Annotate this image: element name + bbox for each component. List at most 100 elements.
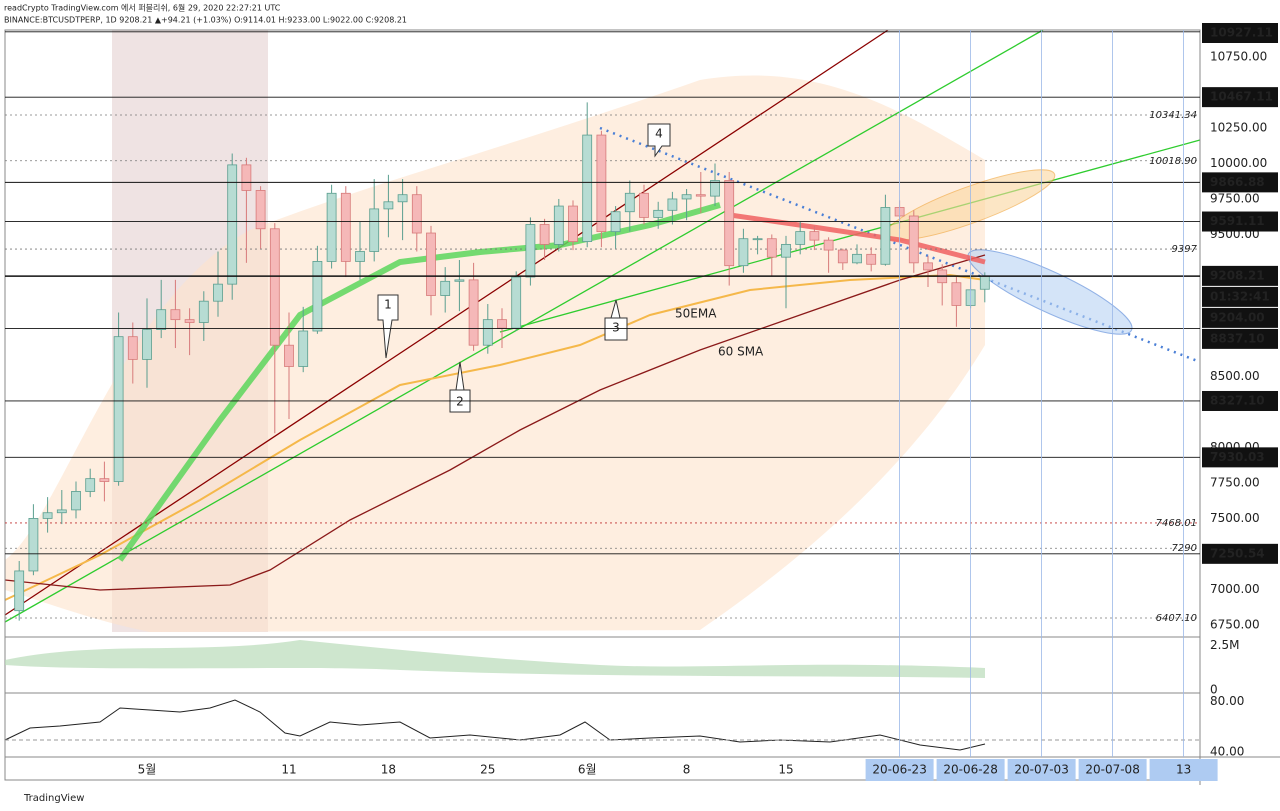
candle-body (255, 190, 266, 230)
price-box (1202, 447, 1278, 468)
candle-body (695, 194, 706, 197)
price-label: 8837.10 (1210, 331, 1265, 345)
rsi-tick-label: 80.00 (1210, 694, 1244, 708)
x-tick-label: 5월 (138, 763, 157, 777)
candle-body (653, 209, 664, 218)
date-box (865, 759, 934, 781)
level-label: 10341.34 (1149, 110, 1197, 121)
y-tick-label: 8500.00 (1210, 369, 1260, 383)
candle-body (738, 238, 749, 267)
date-box (1149, 759, 1218, 781)
candle-body (596, 134, 607, 233)
candle-body (809, 231, 820, 241)
candle-body (823, 239, 834, 251)
x-tick-label: 20-07-03 (1014, 763, 1068, 777)
candle-body (795, 231, 806, 245)
x-tick-label: 13 (1176, 763, 1191, 777)
volume-tick-label: 2.5M (1210, 638, 1239, 652)
candle-body (269, 228, 280, 346)
price-label: 01:32:41 (1210, 289, 1270, 303)
level-label: 10018.90 (1149, 156, 1197, 167)
candle-body (681, 194, 692, 200)
price-label: 9208.21 (1210, 268, 1265, 282)
price-box (1202, 211, 1278, 232)
x-tick-label: 25 (480, 763, 495, 777)
candle-body (582, 134, 593, 242)
annotation: 60 SMA (718, 345, 764, 359)
level-label: 6407.10 (1156, 613, 1197, 624)
candle-body (227, 164, 238, 285)
x-tick-label: 15 (778, 763, 793, 777)
y-tick-label: 10000.00 (1210, 156, 1267, 170)
candle-body (511, 276, 522, 329)
candle-body (71, 491, 81, 511)
candle-body (142, 329, 152, 360)
candle-body (908, 215, 919, 264)
date-box (936, 759, 1005, 781)
candle-body (326, 192, 337, 262)
y-tick-label: 10750.00 (1210, 49, 1267, 63)
candle-body (113, 336, 124, 482)
x-tick-label: 6월 (578, 763, 597, 777)
candle-body (298, 330, 309, 367)
candle-body (724, 180, 735, 267)
candle-body (241, 164, 252, 191)
candle-body (56, 509, 67, 514)
price-label: 9591.11 (1210, 214, 1265, 228)
candle-body (852, 253, 862, 264)
price-label: 9204.00 (1210, 310, 1265, 324)
date-box (1007, 759, 1076, 781)
x-tick-label: 20-06-28 (943, 763, 997, 777)
y-tick-label: 6750.00 (1210, 617, 1260, 631)
candle-body (866, 253, 877, 265)
rsi-line (4, 699, 986, 751)
candle-body (99, 478, 110, 482)
candle-body (639, 192, 649, 218)
candle-body (397, 194, 408, 203)
candle-body (411, 194, 422, 234)
candle-body (525, 224, 536, 278)
price-label: 10467.11 (1210, 90, 1273, 104)
candle-body (482, 319, 493, 346)
price-label: 7250.54 (1210, 546, 1265, 560)
sma-line (4, 254, 986, 591)
date-box (1078, 759, 1147, 781)
x-tick-label: 18 (381, 763, 396, 777)
level-label: 7290 (1172, 543, 1197, 554)
candle-body (170, 309, 181, 321)
candle-body (923, 262, 933, 271)
candle-body (710, 180, 720, 197)
candle-body (624, 192, 635, 213)
candle-body (880, 207, 891, 265)
candle-body (42, 512, 53, 519)
candle-body (355, 251, 365, 262)
x-tick-label: 11 (281, 763, 296, 777)
trend-line (599, 126, 1201, 364)
ema-line (4, 273, 986, 601)
price-label: 8327.10 (1210, 393, 1265, 407)
trend-line (499, 139, 1201, 333)
candle-body (85, 478, 96, 492)
candle-body (781, 243, 791, 258)
annotation: 4 (655, 127, 663, 141)
candle-body (667, 198, 678, 211)
candle-body (440, 280, 451, 296)
annotation: 2 (456, 395, 464, 409)
y-tick-label: 10250.00 (1210, 120, 1267, 134)
candle-body (752, 238, 763, 241)
candle-body (766, 238, 777, 258)
candle-body (497, 319, 507, 329)
price-label: 7930.03 (1210, 450, 1265, 464)
x-tick-label: 20-07-08 (1085, 763, 1139, 777)
candle-body (284, 344, 294, 367)
candle-body (454, 279, 465, 282)
price-box (1202, 265, 1278, 286)
candle-body (951, 282, 962, 306)
candle-body (837, 249, 848, 264)
annotation: 50EMA (675, 307, 717, 321)
candle-body (979, 275, 990, 290)
candle-body (198, 300, 209, 323)
annotation: 3 (612, 321, 620, 335)
price-label: 10927.11 (1210, 26, 1273, 40)
